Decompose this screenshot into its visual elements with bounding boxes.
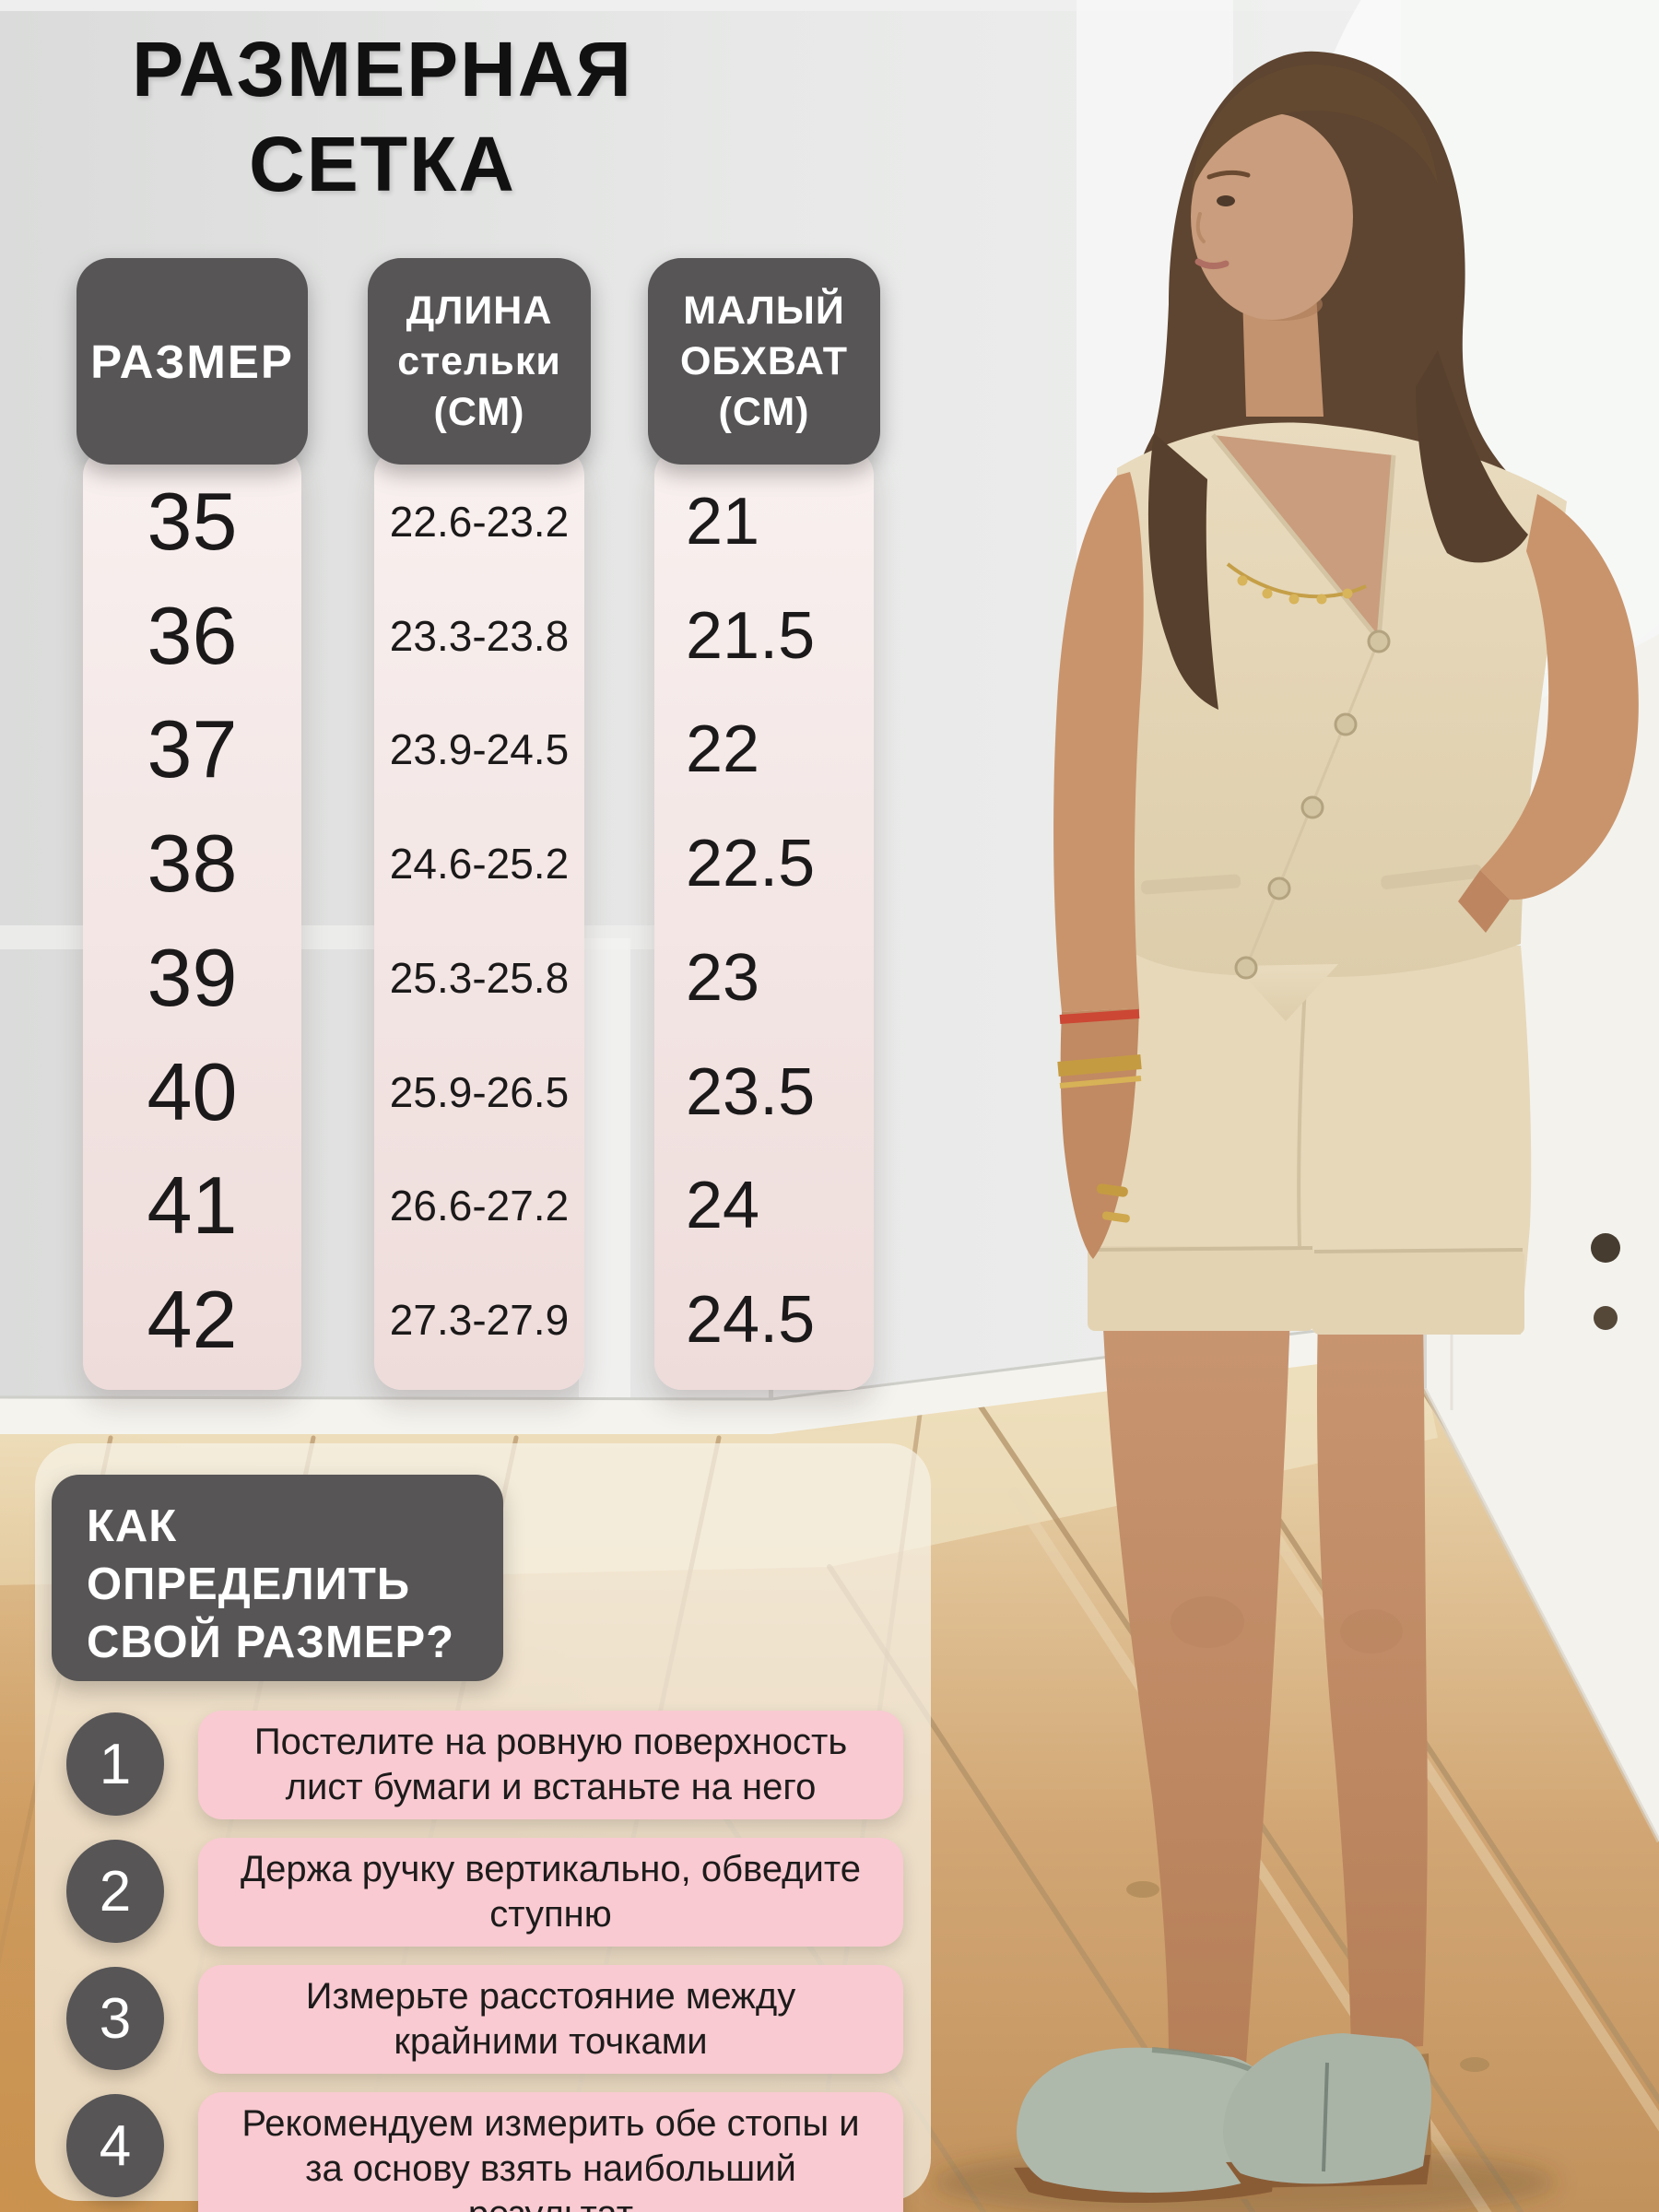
size-cell: 41 [147, 1159, 238, 1252]
insole-cell: 25.9-26.5 [389, 1067, 570, 1116]
size-cell: 39 [147, 931, 238, 1023]
ceiling-strip [0, 0, 1659, 11]
model [1014, 51, 1639, 2203]
gold-bangle-thin [1059, 1076, 1142, 1088]
girth-cell: 21.5 [686, 598, 816, 673]
girth-cell: 23 [686, 940, 760, 1015]
hand-in-pocket [1458, 870, 1510, 933]
size-table: РАЗМЕР 35 36 37 38 39 40 41 42 ДЛИНА стельки (СМ) 22… [76, 258, 880, 1419]
column-header-line: стельки [397, 338, 561, 383]
insole-cell: 22.6-23.2 [389, 497, 570, 546]
column-card-insole: 22.6-23.2 23.3-23.8 23.9-24.5 24.6-25.2 25.3… [374, 448, 584, 1390]
red-bracelet [1059, 1009, 1140, 1024]
insole-cell: 26.6-27.2 [389, 1182, 570, 1230]
howto-title-line1: КАК [87, 1501, 178, 1551]
step-text-3: Измерьте расстояние между крайними точка… [198, 1965, 903, 2074]
gold-necklace [1226, 562, 1367, 605]
insole-cell: 23.3-23.8 [389, 611, 570, 660]
step-number-2: 2 [66, 1840, 164, 1943]
column-header-size: РАЗМЕР [76, 258, 308, 465]
size-cell: 42 [147, 1274, 238, 1366]
column-header-insole: ДЛИНА стельки (СМ) [368, 258, 591, 465]
size-cell: 36 [147, 589, 238, 681]
column-header-line: РАЗМЕР [90, 335, 294, 388]
howto-title-box: КАК ОПРЕДЕЛИТЬ СВОЙ РАЗМЕР? [52, 1475, 503, 1681]
page-title-line1: РАЗМЕРНАЯ [132, 26, 633, 112]
shorts-cuff-left [1088, 1246, 1314, 1331]
girth-cell: 24 [686, 1169, 760, 1243]
size-cell: 35 [147, 475, 238, 567]
insole-cell: 24.6-25.2 [389, 840, 570, 888]
size-cell: 37 [147, 703, 238, 795]
column-header-line: (СМ) [433, 389, 525, 434]
girth-cell: 22.5 [686, 827, 816, 901]
pocket-welt-right [1381, 865, 1482, 889]
step-text-1: Постелите на ровную поверхность лист бум… [198, 1711, 903, 1819]
face-features [1194, 170, 1251, 270]
gold-ring [1096, 1183, 1128, 1197]
page-title: РАЗМЕРНАЯ СЕТКА [92, 22, 673, 212]
model-left-arm [1053, 472, 1144, 1012]
model-right-arm [1480, 494, 1639, 900]
model-left-leg [1102, 1309, 1290, 2065]
model-vest [1115, 422, 1567, 978]
hair-fall-left [1147, 433, 1218, 710]
model-shorts [1087, 942, 1532, 1335]
column-header-line: ДЛИНА [406, 288, 553, 333]
howto-title-line2: ОПРЕДЕЛИТЬ [87, 1559, 411, 1609]
model-right-leg [1316, 1316, 1428, 2051]
door-knob-lower [1594, 1306, 1618, 1330]
step-number-1: 1 [66, 1712, 164, 1816]
gold-ring-2 [1101, 1211, 1130, 1223]
table-column-size: РАЗМЕР 35 36 37 38 39 40 41 42 [76, 258, 308, 1419]
hair-fringe [1191, 65, 1438, 194]
girth-cell: 23.5 [686, 1054, 816, 1129]
lapel-left [1211, 433, 1381, 641]
vest-buttons [1234, 629, 1391, 980]
column-header-line: МАЛЫЙ [683, 288, 845, 333]
step-number-4: 4 [66, 2094, 164, 2197]
girth-cell: 22 [686, 712, 760, 787]
step-number-3: 3 [66, 1967, 164, 2070]
gold-bangle [1057, 1054, 1142, 1077]
shorts-cuff-right [1312, 1250, 1524, 1335]
step-text-4: Рекомендуем измерить обе стопы и за осно… [198, 2092, 903, 2212]
insole-cell: 27.3-27.9 [389, 1296, 570, 1345]
left-shoe-upper [1017, 2047, 1273, 2193]
column-header-line: (СМ) [718, 389, 810, 434]
size-cell: 38 [147, 818, 238, 910]
insole-cell: 23.9-24.5 [389, 725, 570, 774]
table-column-insole: ДЛИНА стельки (СМ) 22.6-23.2 23.3-23.8 23.9-2… [368, 258, 591, 1419]
cuff-seam-left [1088, 1246, 1313, 1252]
mule-shoes [1014, 2033, 1432, 2203]
girth-cell: 24.5 [686, 1283, 816, 1358]
hair-fall-right [1416, 350, 1528, 563]
column-header-girth: МАЛЫЙ ОБХВАТ (СМ) [648, 258, 880, 465]
right-shoe-slit [1322, 2062, 1329, 2172]
page-title-line2: СЕТКА [249, 121, 516, 207]
model-face [1191, 113, 1353, 320]
column-card-size: 35 36 37 38 39 40 41 42 [83, 448, 301, 1390]
size-cell: 40 [147, 1045, 238, 1137]
lapel-right [1376, 454, 1396, 641]
column-header-line: ОБХВАТ [679, 338, 849, 383]
table-column-girth: МАЛЫЙ ОБХВАТ (СМ) 21 21.5 22 22.5 23 23.5 24 24.5 [648, 258, 880, 1419]
vest-hem-point [1235, 964, 1338, 1021]
pocket-welt-left [1141, 874, 1241, 895]
shorts-fly [1297, 985, 1307, 1247]
door-knob [1591, 1233, 1620, 1263]
column-card-girth: 21 21.5 22 22.5 23 23.5 24 24.5 [654, 448, 874, 1390]
howto-title-line3: СВОЙ РАЗМЕР? [87, 1618, 455, 1667]
cuff-seam-right [1313, 1248, 1524, 1253]
knee-shade-left [1171, 1596, 1244, 1648]
insole-cell: 25.3-25.8 [389, 953, 570, 1002]
chest-skin [1213, 435, 1394, 640]
baseboard [0, 1318, 1419, 1434]
model-neck [1242, 293, 1324, 417]
step-text-2: Держа ручку вертикально, обведите ступню [198, 1838, 903, 1947]
girth-cell: 21 [686, 484, 760, 559]
knee-shade-right [1340, 1609, 1403, 1653]
